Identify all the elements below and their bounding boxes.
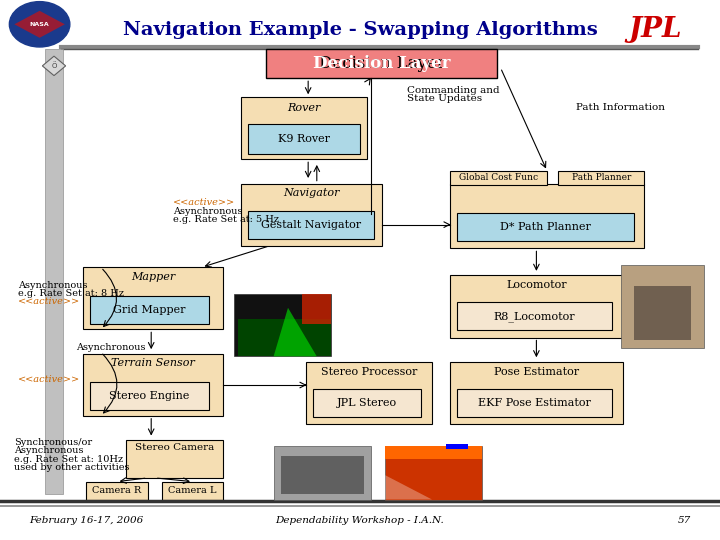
Text: February 16-17, 2006: February 16-17, 2006 <box>29 516 143 525</box>
Text: Asynchronous: Asynchronous <box>14 447 84 455</box>
FancyBboxPatch shape <box>83 267 223 329</box>
FancyBboxPatch shape <box>266 49 497 78</box>
Text: Asynchronous: Asynchronous <box>76 343 145 352</box>
Text: Stereo Camera: Stereo Camera <box>135 443 215 451</box>
Text: Mapper: Mapper <box>131 272 175 282</box>
Text: Decision Layer: Decision Layer <box>319 55 444 72</box>
Text: Asynchronous: Asynchronous <box>173 207 243 216</box>
Text: Grid Mapper: Grid Mapper <box>113 305 186 315</box>
FancyBboxPatch shape <box>90 296 209 324</box>
FancyBboxPatch shape <box>90 382 209 410</box>
Polygon shape <box>385 446 482 459</box>
FancyBboxPatch shape <box>450 184 644 248</box>
FancyBboxPatch shape <box>234 294 331 356</box>
FancyBboxPatch shape <box>86 482 148 500</box>
Text: e.g. Rate Set at: 10Hz: e.g. Rate Set at: 10Hz <box>14 455 124 463</box>
FancyBboxPatch shape <box>274 446 371 500</box>
Text: Path Information: Path Information <box>576 104 665 112</box>
Text: Terrain Sensor: Terrain Sensor <box>111 359 195 368</box>
Text: <<active>>: <<active>> <box>173 198 235 207</box>
Text: Camera L: Camera L <box>168 486 217 495</box>
Polygon shape <box>238 319 331 356</box>
FancyBboxPatch shape <box>248 124 360 154</box>
Text: Global Cost Func: Global Cost Func <box>459 173 538 183</box>
FancyBboxPatch shape <box>621 265 704 348</box>
Text: <<active>>: <<active>> <box>18 298 80 306</box>
Polygon shape <box>446 444 468 449</box>
Text: Stereo Processor: Stereo Processor <box>321 367 417 376</box>
Text: JPL: JPL <box>629 16 682 43</box>
Text: Synchronous/or: Synchronous/or <box>14 438 93 447</box>
Text: D* Path Planner: D* Path Planner <box>500 222 591 232</box>
FancyBboxPatch shape <box>83 354 223 416</box>
Text: e.g. Rate Set at: 8 Hz: e.g. Rate Set at: 8 Hz <box>18 289 124 298</box>
FancyBboxPatch shape <box>558 171 644 185</box>
FancyBboxPatch shape <box>457 302 612 330</box>
Text: Pose Estimator: Pose Estimator <box>494 367 579 376</box>
FancyBboxPatch shape <box>450 171 547 185</box>
Polygon shape <box>385 475 432 500</box>
Text: Decision Layer: Decision Layer <box>313 55 450 72</box>
FancyBboxPatch shape <box>457 213 634 241</box>
FancyBboxPatch shape <box>313 389 421 417</box>
Text: Navigation Example - Swapping Algorithms: Navigation Example - Swapping Algorithms <box>122 21 598 39</box>
Text: Dependability Workshop - I.A.N.: Dependability Workshop - I.A.N. <box>276 516 444 525</box>
FancyBboxPatch shape <box>634 286 691 340</box>
Text: Rover: Rover <box>287 103 321 113</box>
Polygon shape <box>42 56 66 76</box>
FancyBboxPatch shape <box>248 211 374 239</box>
FancyBboxPatch shape <box>450 362 623 424</box>
FancyBboxPatch shape <box>241 97 367 159</box>
Text: NASA: NASA <box>30 22 50 27</box>
Text: EKF Pose Estimator: EKF Pose Estimator <box>478 398 591 408</box>
Polygon shape <box>302 294 331 324</box>
Text: JPL Stereo: JPL Stereo <box>337 398 397 408</box>
FancyBboxPatch shape <box>126 440 223 478</box>
Text: Ö: Ö <box>51 63 57 69</box>
FancyBboxPatch shape <box>281 456 364 494</box>
Text: Stereo Engine: Stereo Engine <box>109 392 189 401</box>
FancyBboxPatch shape <box>385 446 482 500</box>
FancyBboxPatch shape <box>241 184 382 246</box>
Text: Locomotor: Locomotor <box>506 280 567 290</box>
FancyBboxPatch shape <box>45 49 63 494</box>
Text: State Updates: State Updates <box>407 94 482 103</box>
Text: R8_Locomotor: R8_Locomotor <box>494 311 575 322</box>
Text: used by other activities: used by other activities <box>14 463 130 471</box>
Text: K9 Rover: K9 Rover <box>278 134 330 144</box>
Polygon shape <box>274 308 317 356</box>
Circle shape <box>9 2 70 47</box>
Polygon shape <box>14 11 65 38</box>
FancyBboxPatch shape <box>162 482 223 500</box>
Text: Navigator: Navigator <box>283 188 340 198</box>
Text: Asynchronous: Asynchronous <box>18 281 88 289</box>
Text: e.g. Rate Set at: 5 Hz: e.g. Rate Set at: 5 Hz <box>173 215 279 224</box>
Text: Commanding and: Commanding and <box>407 86 500 94</box>
Text: Path Planner: Path Planner <box>572 173 631 183</box>
FancyBboxPatch shape <box>450 275 623 338</box>
Text: <<active>>: <<active>> <box>18 375 80 383</box>
FancyBboxPatch shape <box>457 389 612 417</box>
FancyBboxPatch shape <box>306 362 432 424</box>
Text: Gestalt Navigator: Gestalt Navigator <box>261 220 361 229</box>
Text: Camera R: Camera R <box>92 486 142 495</box>
Text: 57: 57 <box>678 516 691 525</box>
